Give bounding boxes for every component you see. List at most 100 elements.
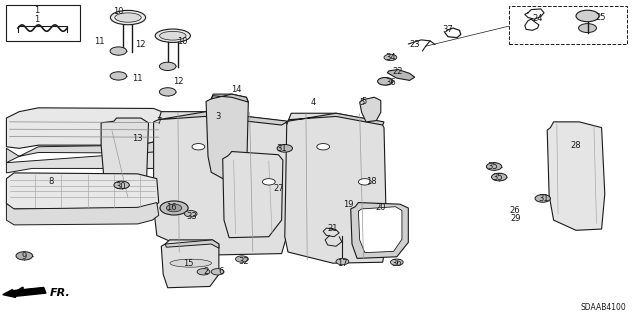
Circle shape [114, 181, 129, 189]
Polygon shape [6, 203, 159, 225]
Text: 17: 17 [337, 259, 348, 268]
Circle shape [159, 88, 176, 96]
Polygon shape [351, 203, 408, 258]
Text: 28: 28 [571, 141, 581, 150]
Polygon shape [6, 140, 160, 163]
Polygon shape [285, 113, 387, 263]
Polygon shape [387, 70, 415, 80]
Polygon shape [159, 112, 288, 125]
Text: 14: 14 [232, 85, 242, 94]
FancyArrow shape [3, 287, 46, 297]
Polygon shape [101, 118, 148, 205]
Circle shape [535, 195, 550, 202]
Text: 5: 5 [359, 98, 364, 107]
Circle shape [16, 252, 33, 260]
Circle shape [390, 259, 403, 265]
Circle shape [492, 173, 507, 181]
Circle shape [160, 201, 188, 215]
Polygon shape [223, 152, 283, 238]
Ellipse shape [170, 259, 211, 267]
Polygon shape [161, 240, 219, 288]
Polygon shape [165, 240, 219, 248]
Text: 34: 34 [385, 53, 396, 62]
Text: 35: 35 [488, 162, 498, 171]
Text: 9: 9 [21, 252, 26, 261]
Text: 12: 12 [136, 40, 146, 49]
Text: 20: 20 [376, 204, 386, 212]
Text: 35: 35 [493, 173, 503, 182]
Polygon shape [6, 173, 159, 209]
Ellipse shape [159, 31, 186, 40]
Circle shape [184, 211, 197, 217]
Circle shape [159, 62, 176, 70]
Text: 27: 27 [273, 184, 284, 193]
Polygon shape [360, 97, 381, 122]
Text: 22: 22 [393, 67, 403, 76]
Text: 15: 15 [184, 259, 194, 268]
Circle shape [110, 72, 127, 80]
Circle shape [378, 78, 393, 85]
Text: 33: 33 [187, 212, 197, 221]
Polygon shape [6, 108, 166, 148]
Polygon shape [288, 113, 384, 125]
Text: 30: 30 [115, 182, 125, 191]
Text: 11: 11 [132, 74, 143, 83]
Text: 7: 7 [156, 117, 161, 126]
Text: 13: 13 [132, 134, 143, 143]
Text: 1: 1 [35, 6, 40, 15]
Text: 36: 36 [392, 259, 402, 268]
Bar [509, 6, 627, 44]
Polygon shape [358, 207, 402, 253]
Circle shape [384, 54, 397, 61]
Text: 10: 10 [113, 7, 124, 16]
Text: 25: 25 [595, 13, 605, 22]
Ellipse shape [156, 29, 191, 42]
Text: 16: 16 [166, 204, 177, 212]
Text: 8: 8 [49, 177, 54, 186]
Text: SDAAB4100: SDAAB4100 [580, 303, 626, 312]
Circle shape [486, 163, 502, 170]
Text: 24: 24 [532, 14, 543, 23]
Polygon shape [547, 122, 605, 230]
Circle shape [211, 269, 224, 275]
Text: 3: 3 [215, 112, 220, 121]
Ellipse shape [115, 13, 141, 22]
Circle shape [317, 144, 330, 150]
Circle shape [576, 10, 599, 22]
Circle shape [236, 256, 248, 262]
Text: 1: 1 [35, 15, 40, 24]
Circle shape [336, 258, 349, 265]
Ellipse shape [111, 11, 146, 25]
Text: 18: 18 [366, 177, 376, 186]
Text: 32: 32 [238, 257, 248, 266]
Text: 31: 31 [276, 144, 287, 153]
Circle shape [192, 144, 205, 150]
Text: 19: 19 [344, 200, 354, 209]
Text: 37: 37 [443, 25, 453, 34]
Text: 12: 12 [173, 77, 183, 86]
Text: 31: 31 [539, 194, 549, 203]
Text: 36: 36 [385, 78, 396, 87]
Circle shape [358, 179, 371, 185]
Circle shape [197, 269, 210, 275]
Polygon shape [154, 112, 288, 255]
Text: 6: 6 [218, 267, 223, 276]
Circle shape [277, 145, 292, 152]
Text: 21: 21 [328, 224, 338, 233]
Text: 26: 26 [510, 206, 520, 215]
Polygon shape [6, 152, 160, 173]
Text: 11: 11 [94, 37, 104, 46]
Text: 10: 10 [177, 37, 188, 46]
Text: FR.: FR. [50, 288, 70, 298]
Polygon shape [206, 94, 248, 183]
Polygon shape [211, 94, 248, 102]
Text: 5: 5 [361, 97, 366, 106]
Text: 23: 23 [410, 40, 420, 48]
Text: 4: 4 [311, 98, 316, 107]
Circle shape [579, 24, 596, 33]
Bar [6, 5, 80, 41]
Text: 29: 29 [510, 214, 520, 223]
Text: 2: 2 [204, 267, 209, 276]
Circle shape [110, 47, 127, 55]
Circle shape [166, 204, 182, 212]
